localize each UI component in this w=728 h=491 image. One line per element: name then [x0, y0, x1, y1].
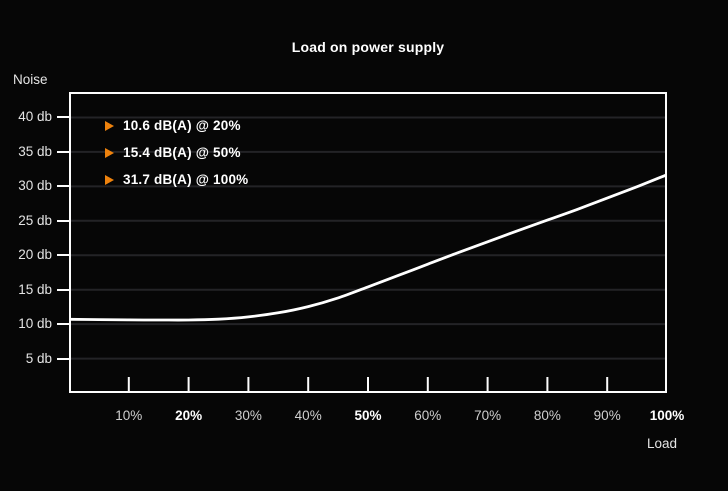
y-axis-tick [57, 185, 69, 188]
y-axis-tick-label: 25 db [18, 212, 52, 228]
chart-title: Load on power supply [291, 39, 445, 55]
y-axis-tick-label: 30 db [18, 178, 52, 194]
x-axis-tick-label: 20% [175, 408, 203, 423]
x-axis-tick-label: 50% [354, 408, 382, 423]
y-axis-tick-label: 40 db [18, 109, 52, 125]
legend-item: 31.7 dB(A) @ 100% [105, 166, 248, 193]
triangle-right-icon [105, 120, 114, 131]
x-axis-tick-label: 70% [474, 408, 502, 423]
x-axis-tick-label: 30% [234, 408, 262, 423]
y-axis-tick [57, 219, 69, 222]
legend-item: 10.6 dB(A) @ 20% [105, 112, 248, 139]
y-axis-tick [57, 116, 69, 119]
x-axis-tick-label: 40% [294, 408, 322, 423]
y-axis-tick-label: 15 db [18, 281, 52, 297]
triangle-right-icon [105, 174, 114, 185]
x-axis-tick-label: 100% [649, 408, 685, 423]
y-axis-tick [57, 323, 69, 326]
legend-item-label: 10.6 dB(A) @ 20% [123, 118, 241, 133]
x-axis-tick-label: 10% [115, 408, 143, 423]
y-axis-tick-label: 35 db [18, 143, 52, 159]
legend: 10.6 dB(A) @ 20% 15.4 dB(A) @ 50% 31.7 dB(… [105, 112, 248, 193]
x-axis-title: Load [647, 436, 678, 451]
noise-curve [69, 173, 667, 322]
x-axis-tick-label: 80% [533, 408, 561, 423]
y-axis-tick [57, 288, 69, 291]
legend-item-label: 15.4 dB(A) @ 50% [123, 145, 241, 160]
y-axis-tick-label: 10 db [18, 316, 52, 332]
x-axis-tick-label: 90% [593, 408, 621, 423]
y-axis-title: Noise [13, 72, 48, 87]
chart-canvas [69, 116, 667, 392]
y-axis-tick-label: 20 db [18, 247, 52, 263]
legend-item-label: 31.7 dB(A) @ 100% [123, 172, 249, 187]
y-axis-tick [57, 357, 69, 360]
x-axis-tick-label: 60% [414, 408, 442, 423]
y-axis-tick [57, 254, 69, 257]
y-axis-tick [57, 150, 69, 153]
triangle-right-icon [105, 147, 114, 158]
y-axis-tick-label: 5 db [25, 350, 52, 366]
legend-item: 15.4 dB(A) @ 50% [105, 139, 248, 166]
